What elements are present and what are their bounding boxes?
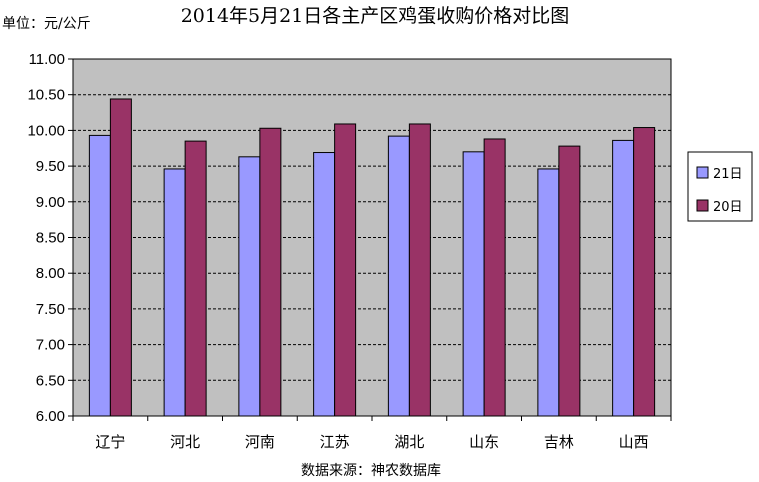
bar-series-a: [537, 168, 560, 417]
y-tick-label: 8.00: [36, 265, 65, 282]
bars: [88, 98, 656, 417]
y-tick-label: 8.50: [36, 230, 65, 247]
y-tick-label: 6.50: [36, 372, 65, 389]
bar-series-b: [184, 140, 207, 417]
bar-series-b: [408, 123, 431, 417]
y-tick-label: 7.00: [36, 337, 65, 354]
x-tick-label: 山东: [469, 433, 499, 451]
legend-label: 20日: [713, 200, 743, 215]
legend-swatch: [696, 166, 709, 179]
bar-series-b: [334, 123, 357, 417]
source-note: 数据来源：神农数据库: [301, 463, 441, 479]
x-tick-label: 山西: [619, 433, 649, 451]
y-tick-label: 10.00: [27, 122, 65, 139]
bar-series-b: [259, 127, 282, 417]
y-tick-label: 10.50: [27, 87, 65, 104]
x-tick-label: 辽宁: [95, 433, 125, 451]
bar-series-b: [558, 145, 581, 417]
x-tick-label: 吉林: [544, 433, 574, 451]
legend-label: 21日: [713, 167, 743, 182]
bar-series-b: [483, 138, 506, 417]
x-tick-label: 河南: [245, 433, 275, 451]
y-tick-label: 11.00: [29, 51, 65, 68]
y-tick-label: 6.00: [36, 408, 65, 425]
unit-label: 单位：元/公斤: [2, 16, 91, 32]
bar-series-a: [612, 139, 635, 417]
y-tick-label: 9.00: [36, 194, 65, 211]
y-tick-label: 7.50: [36, 301, 65, 318]
y-tick-label: 9.50: [36, 158, 65, 175]
plot-background: [72, 58, 672, 417]
x-tick-label: 江苏: [320, 433, 350, 451]
x-axis-ticks: 辽宁 河北 河南 江苏 湖北 山东 吉林 山西: [72, 416, 672, 451]
legend: 21日 20日: [687, 151, 753, 222]
legend-items: 21日 20日: [696, 166, 743, 215]
bar-series-b: [633, 127, 656, 417]
chart-title: 2014年5月21日各主产区鸡蛋收购价格对比图: [181, 5, 570, 27]
bar-series-a: [88, 134, 111, 417]
bar-series-a: [163, 168, 186, 417]
bar-series-a: [313, 152, 336, 417]
x-tick-label: 河北: [170, 433, 200, 451]
x-tick-label: 湖北: [394, 433, 424, 451]
y-axis-ticks: 6.00 6.50 7.00 7.50 8.00 8.50 9.00 9.50 10.00 10.…: [27, 51, 73, 425]
legend-swatch: [696, 199, 709, 212]
bar-series-b: [109, 98, 132, 417]
bar-series-a: [387, 135, 410, 417]
bar-series-a: [238, 156, 261, 417]
bar-series-a: [462, 151, 485, 417]
plot-area: [72, 58, 672, 417]
